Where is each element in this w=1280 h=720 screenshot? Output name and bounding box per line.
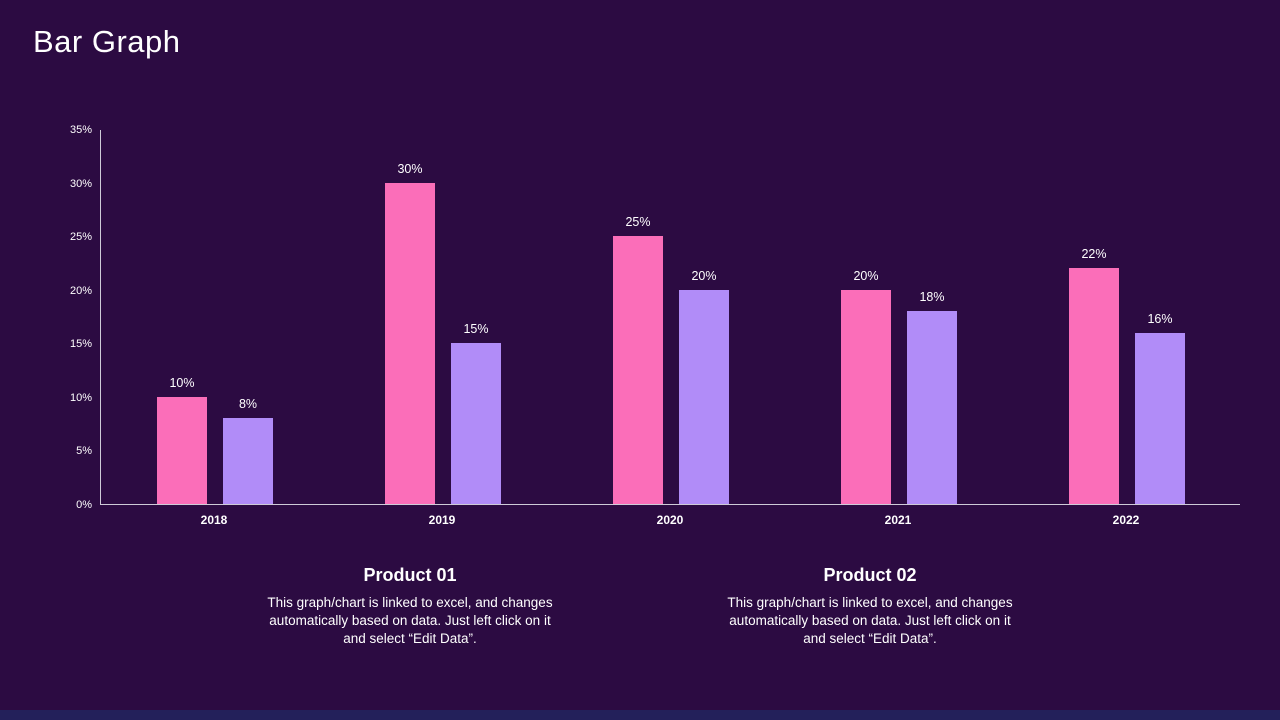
product-02-note: Product 02 This graph/chart is linked to… xyxy=(725,565,1015,647)
bar-group-2022: 22% 16% xyxy=(1013,130,1241,504)
bar-group-2018: 10% 8% xyxy=(101,130,329,504)
y-axis-tick-label: 25% xyxy=(69,231,92,244)
plot-area: 10% 8% 30% 15% 25% 20% 20% 18% 22% 16% xyxy=(100,130,1240,505)
bottom-accent-bar xyxy=(0,710,1280,720)
y-axis-tick-label: 20% xyxy=(69,284,92,297)
y-axis-tick-label: 15% xyxy=(69,338,92,351)
bar-product-02-2019[interactable] xyxy=(451,343,501,504)
bar-value-label: 18% xyxy=(919,290,945,305)
bar-value-label: 30% xyxy=(397,161,423,176)
x-axis-label-2021: 2021 xyxy=(884,513,912,527)
bar-slot: 16% xyxy=(1135,130,1185,504)
bar-value-label: 20% xyxy=(691,268,717,283)
bar-slot: 18% xyxy=(907,130,957,504)
y-axis-tick-label: 10% xyxy=(69,391,92,404)
bar-slot: 20% xyxy=(679,130,729,504)
bar-slot: 25% xyxy=(613,130,663,504)
product-02-heading: Product 02 xyxy=(823,565,917,585)
y-axis-labels: 0% 5% 10% 15% 20% 25% 30% 35% xyxy=(44,124,92,511)
y-axis-tick-label: 5% xyxy=(76,445,92,458)
product-01-note: Product 01 This graph/chart is linked to… xyxy=(265,565,555,647)
x-axis-label-2018: 2018 xyxy=(200,513,228,527)
bar-slot: 10% xyxy=(157,130,207,504)
bar-value-label: 22% xyxy=(1081,247,1107,262)
bar-product-01-2019[interactable] xyxy=(385,182,435,504)
bar-product-02-2018[interactable] xyxy=(223,418,273,504)
bar-product-01-2021[interactable] xyxy=(841,289,891,504)
bar-group-2021: 20% 18% xyxy=(785,130,1013,504)
bar-slot: 30% xyxy=(385,130,435,504)
bar-value-label: 20% xyxy=(853,268,879,283)
y-axis-tick-label: 30% xyxy=(69,177,92,190)
x-axis-labels: 2018 2019 2020 2021 2022 xyxy=(100,513,1240,533)
bar-product-02-2021[interactable] xyxy=(907,311,957,504)
x-axis-label-2020: 2020 xyxy=(656,513,684,527)
bar-product-01-2022[interactable] xyxy=(1069,268,1119,504)
bar-slot: 20% xyxy=(841,130,891,504)
page-title: Bar Graph xyxy=(33,24,181,59)
y-axis-tick-label: 0% xyxy=(76,499,92,511)
x-axis-label-2019: 2019 xyxy=(428,513,456,527)
product-01-heading: Product 01 xyxy=(363,565,457,585)
product-01-body: This graph/chart is linked to excel, and… xyxy=(267,595,553,646)
bar-value-label: 8% xyxy=(238,397,258,412)
x-axis-label-2022: 2022 xyxy=(1112,513,1140,527)
product-02-body: This graph/chart is linked to excel, and… xyxy=(727,595,1013,646)
bar-product-02-2022[interactable] xyxy=(1135,332,1185,504)
bar-product-01-2020[interactable] xyxy=(613,236,663,504)
bar-product-01-2018[interactable] xyxy=(157,396,207,504)
bar-product-02-2020[interactable] xyxy=(679,289,729,504)
bar-chart[interactable]: 0% 5% 10% 15% 20% 25% 30% 35% 10% 8% 30% 15% 25% 20%… xyxy=(70,124,1240,527)
bar-value-label: 16% xyxy=(1147,311,1173,326)
bar-value-label: 25% xyxy=(625,215,651,230)
y-axis-tick-label: 35% xyxy=(69,124,92,136)
bar-slot: 8% xyxy=(223,130,273,504)
bar-value-label: 15% xyxy=(463,322,489,337)
bar-value-label: 10% xyxy=(169,375,195,390)
bar-slot: 22% xyxy=(1069,130,1119,504)
bar-group-2020: 25% 20% xyxy=(557,130,785,504)
bar-slot: 15% xyxy=(451,130,501,504)
bar-group-2019: 30% 15% xyxy=(329,130,557,504)
